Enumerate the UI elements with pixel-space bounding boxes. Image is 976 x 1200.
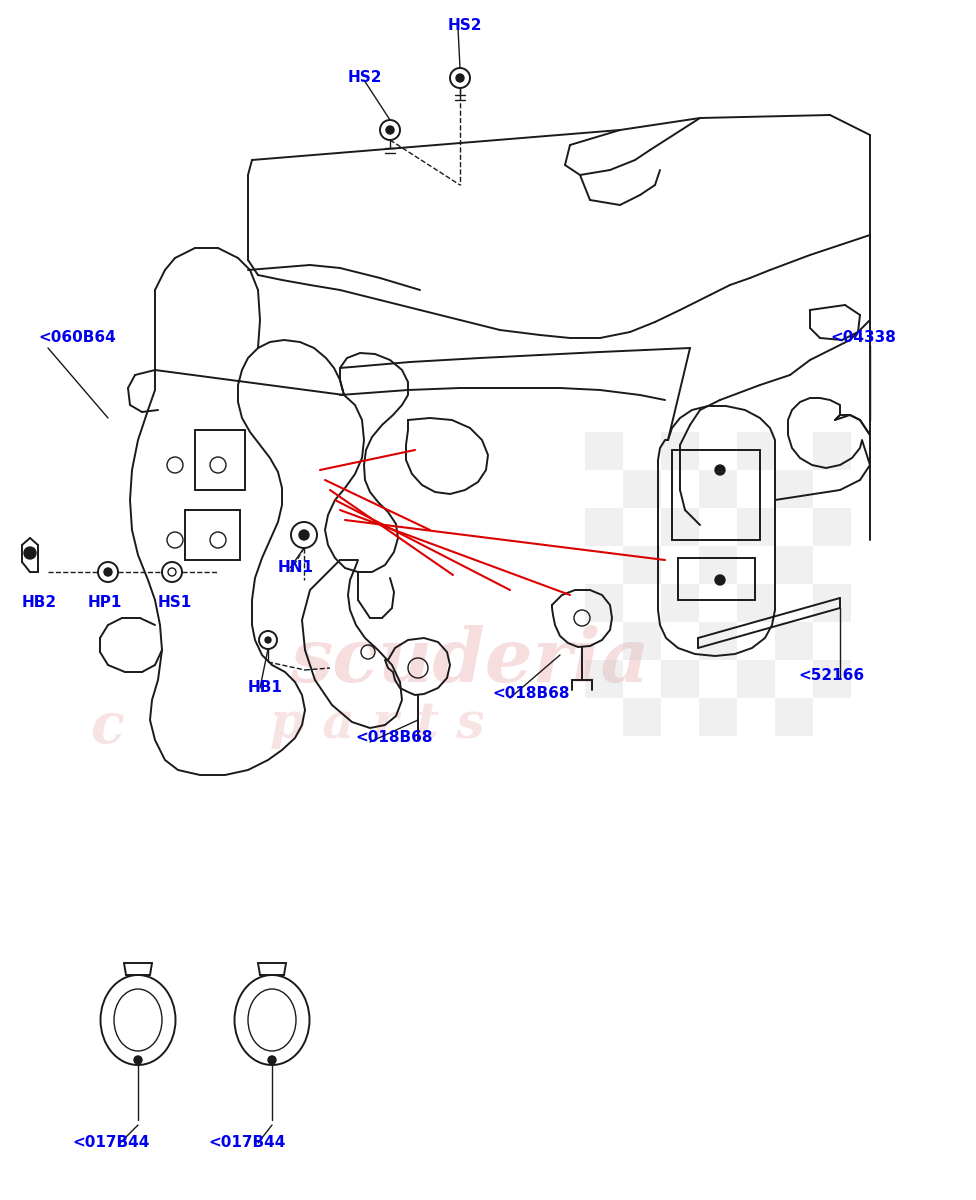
Text: HB1: HB1 — [248, 680, 283, 695]
Ellipse shape — [234, 974, 309, 1066]
Text: HS2: HS2 — [348, 70, 383, 85]
Bar — [585, 660, 623, 698]
Circle shape — [386, 126, 394, 134]
Text: HS2: HS2 — [448, 18, 482, 32]
Circle shape — [98, 562, 118, 582]
Bar — [737, 660, 775, 698]
Text: scuderia: scuderia — [290, 625, 649, 697]
Bar — [661, 432, 699, 470]
Bar — [623, 470, 661, 508]
Circle shape — [104, 568, 112, 576]
Bar — [775, 546, 813, 584]
Bar — [775, 698, 813, 736]
Circle shape — [162, 562, 182, 582]
Bar — [813, 660, 851, 698]
Text: <017B44: <017B44 — [208, 1135, 285, 1150]
Circle shape — [715, 464, 725, 475]
Bar — [661, 660, 699, 698]
Bar — [813, 432, 851, 470]
Text: HB2: HB2 — [22, 595, 58, 610]
Text: <017B44: <017B44 — [72, 1135, 149, 1150]
Bar — [813, 508, 851, 546]
Circle shape — [268, 1056, 276, 1064]
Bar — [737, 584, 775, 622]
Bar — [661, 584, 699, 622]
Bar — [699, 546, 737, 584]
Text: <018B68: <018B68 — [355, 730, 432, 745]
Circle shape — [456, 74, 464, 82]
Bar — [699, 622, 737, 660]
Bar — [585, 584, 623, 622]
Bar — [737, 432, 775, 470]
Circle shape — [24, 547, 36, 559]
Text: <060B64: <060B64 — [38, 330, 116, 346]
Circle shape — [134, 1056, 142, 1064]
Bar — [737, 508, 775, 546]
Circle shape — [450, 68, 470, 88]
Ellipse shape — [101, 974, 176, 1066]
Circle shape — [265, 637, 271, 643]
Text: HP1: HP1 — [88, 595, 122, 610]
Text: c: c — [90, 700, 124, 755]
Circle shape — [291, 522, 317, 548]
Text: <04338: <04338 — [830, 330, 896, 346]
Circle shape — [715, 575, 725, 584]
Bar — [623, 622, 661, 660]
Text: HN1: HN1 — [278, 560, 314, 575]
Circle shape — [380, 120, 400, 140]
Bar — [775, 470, 813, 508]
Bar — [699, 698, 737, 736]
Text: p a r t s: p a r t s — [270, 700, 484, 749]
Bar — [585, 432, 623, 470]
Bar — [775, 622, 813, 660]
Text: <52166: <52166 — [798, 668, 864, 683]
Bar — [813, 584, 851, 622]
Bar — [699, 470, 737, 508]
Bar — [661, 508, 699, 546]
Bar — [623, 546, 661, 584]
Ellipse shape — [114, 989, 162, 1051]
Ellipse shape — [248, 989, 296, 1051]
Circle shape — [299, 530, 309, 540]
Text: HS1: HS1 — [158, 595, 192, 610]
Text: <018B68: <018B68 — [492, 686, 570, 701]
Circle shape — [259, 631, 277, 649]
Bar — [623, 698, 661, 736]
Bar — [585, 508, 623, 546]
